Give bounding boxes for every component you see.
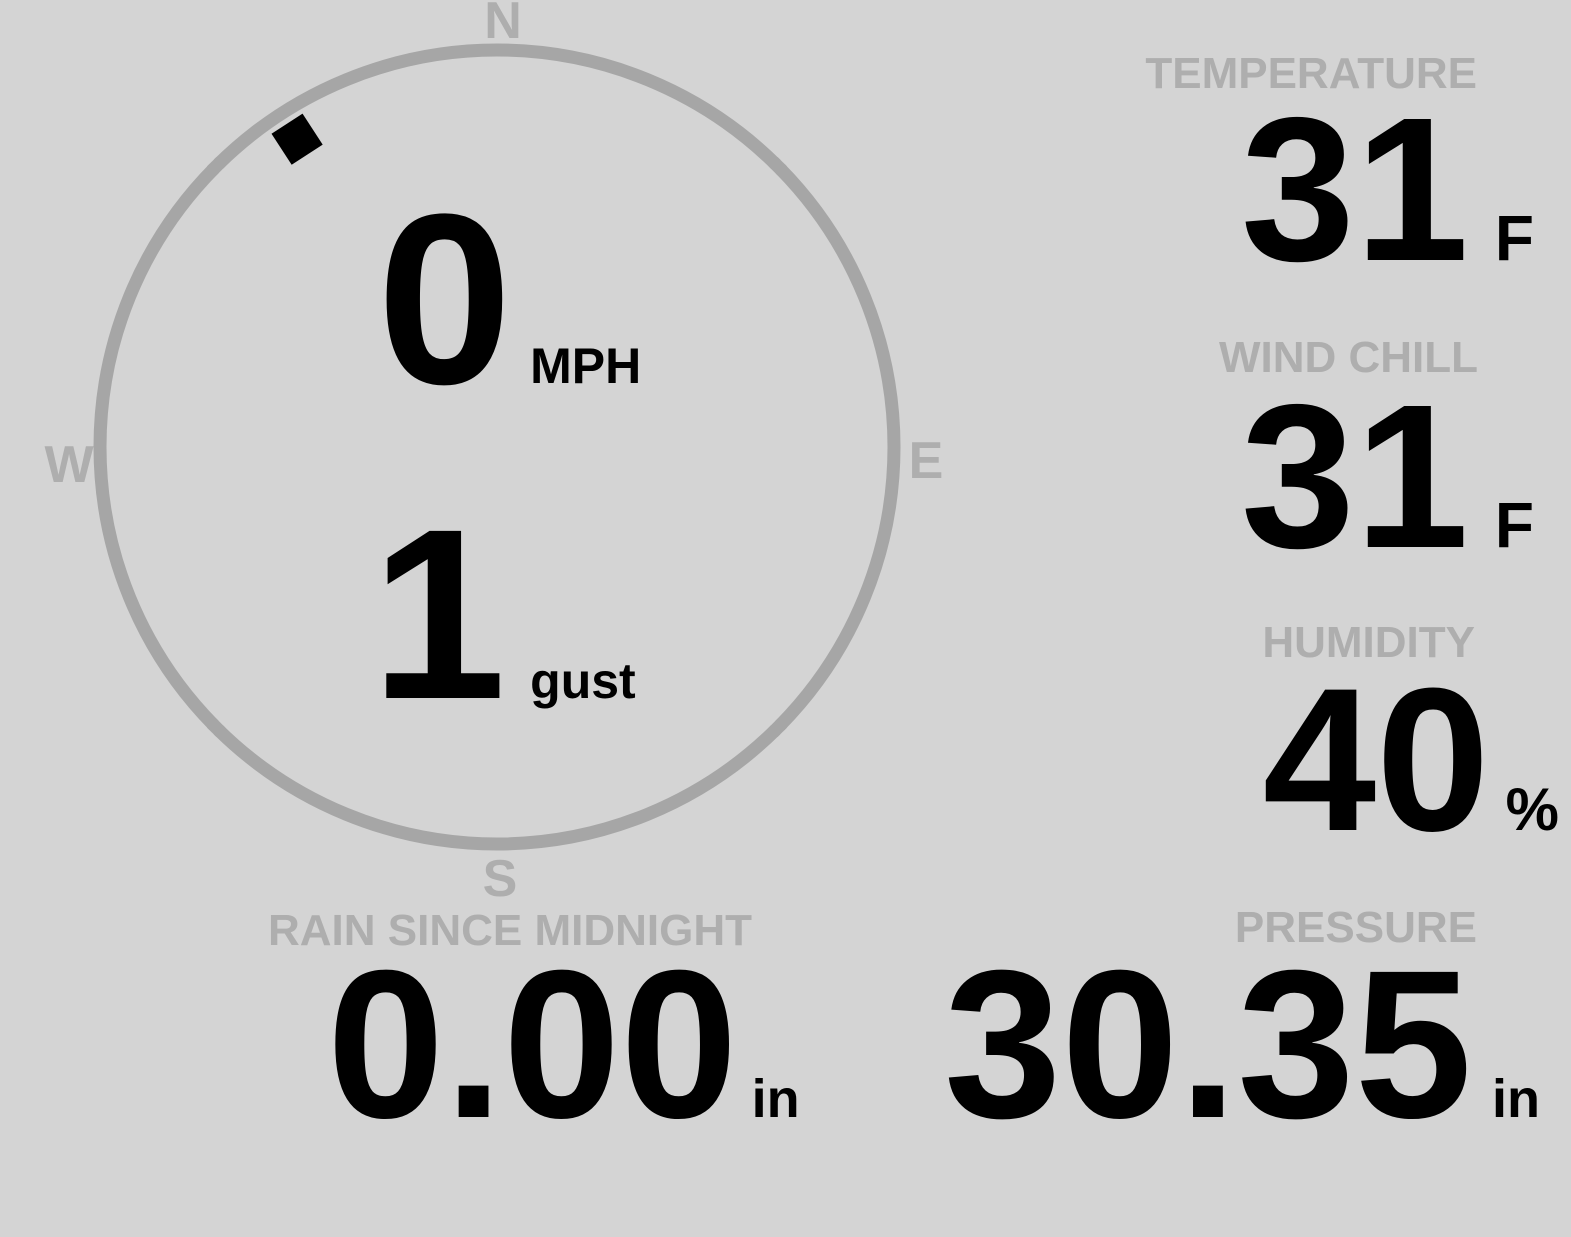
- humidity-reading: 40 %: [1263, 658, 1559, 862]
- pressure-reading: 30.35 in: [944, 939, 1540, 1150]
- rain-since-midnight-label: RAIN SINCE MIDNIGHT: [268, 906, 752, 955]
- humidity-label: HUMIDITY: [1262, 618, 1475, 667]
- wind-speed-value: 0: [377, 164, 513, 435]
- compass-label-east: E: [908, 432, 944, 490]
- wind-speed-reading: 0 MPH: [377, 178, 641, 421]
- wind-direction-marker: [271, 113, 323, 165]
- temperature-unit: F: [1494, 202, 1534, 274]
- wind-chill-unit: F: [1494, 489, 1534, 561]
- pressure-label: PRESSURE: [1234, 903, 1477, 952]
- compass-label-south: S: [482, 850, 518, 908]
- rain-since-midnight-reading: 0.00 in: [327, 939, 800, 1150]
- compass-label-north: N: [484, 0, 522, 50]
- compass-tick-se: [768, 718, 787, 737]
- rain-since-midnight-unit: in: [751, 1069, 800, 1129]
- pressure-value: 30.35: [944, 926, 1473, 1162]
- compass-intercardinal-ticks: [207, 157, 787, 737]
- humidity-unit: %: [1505, 776, 1559, 843]
- wind-gust-unit: gust: [530, 653, 636, 709]
- compass-tick-nw: [207, 157, 226, 176]
- compass-label-west: W: [44, 436, 94, 494]
- compass-ring: [93, 43, 901, 851]
- wind-gust-reading: 1 gust: [371, 493, 636, 736]
- wind-chill-label: WIND CHILL: [1218, 333, 1478, 382]
- wind-speed-unit: MPH: [530, 338, 642, 394]
- pressure-unit: in: [1492, 1069, 1541, 1129]
- compass-tick-sw: [207, 718, 226, 737]
- wind-gust-value: 1: [371, 479, 507, 750]
- humidity-value: 40: [1262, 646, 1490, 874]
- temperature-reading: 31 F: [1241, 87, 1534, 292]
- temperature-value: 31: [1240, 75, 1469, 304]
- temperature-label: TEMPERATURE: [1145, 49, 1477, 98]
- rain-since-midnight-value: 0.00: [327, 926, 738, 1162]
- compass-tick-ne: [768, 157, 787, 176]
- wind-chill-reading: 31 F: [1241, 374, 1534, 579]
- wind-chill-value: 31: [1240, 362, 1469, 591]
